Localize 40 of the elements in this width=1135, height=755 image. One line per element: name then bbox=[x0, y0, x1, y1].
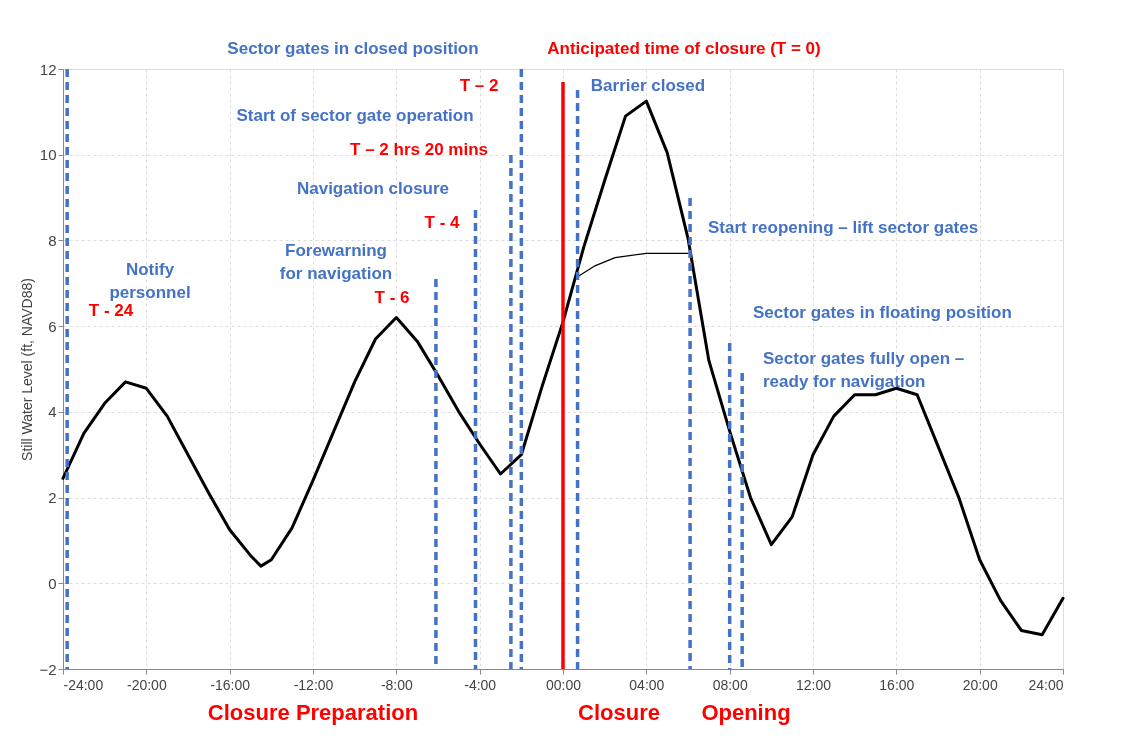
y-tick-label: 4 bbox=[48, 403, 57, 421]
x-tick-label: 04:00 bbox=[629, 676, 665, 693]
y-tick-label: 2 bbox=[48, 489, 57, 507]
x-tick-label: 20:00 bbox=[962, 676, 998, 693]
x-tick-label: -24:00 bbox=[63, 676, 104, 693]
x-tick-label: -4:00 bbox=[464, 676, 497, 693]
x-tick-label: -20:00 bbox=[126, 676, 167, 693]
text: Anticipated time of closure (T = 0) bbox=[547, 39, 821, 58]
text: Closure bbox=[578, 700, 660, 725]
annotation: Sector gates in floating position bbox=[753, 303, 1012, 322]
x-tick-label: -12:00 bbox=[293, 676, 334, 693]
y-axis-title: Still Water Level (ft, NAVD88) bbox=[19, 278, 36, 461]
annotation: Barrier closed bbox=[590, 76, 706, 95]
text: Closure Preparation bbox=[207, 700, 419, 725]
x-tick-label: 16:00 bbox=[879, 676, 915, 693]
annotation: Sector gates fully open – ready for navigation bbox=[763, 349, 965, 391]
annotation: T - 4 bbox=[424, 213, 461, 232]
y-tick-label: 8 bbox=[48, 231, 57, 249]
text: Sector gates in closed position bbox=[227, 39, 479, 58]
text: Opening bbox=[701, 700, 791, 725]
annotation: Navigation closure bbox=[296, 179, 450, 198]
annotation: T - 6 bbox=[374, 288, 410, 307]
annotation: T – 2 bbox=[459, 76, 499, 95]
annotation: T - 24 bbox=[88, 301, 134, 320]
y-tick-label: −2 bbox=[39, 660, 57, 678]
x-tick-label: -8:00 bbox=[380, 676, 413, 693]
x-tick-label: -16:00 bbox=[210, 676, 251, 693]
x-tick-label: 00:00 bbox=[545, 676, 582, 693]
annotation: Forewarning for navigation bbox=[279, 241, 393, 283]
y-tick-label: 6 bbox=[48, 317, 57, 335]
annotation: T – 2 hrs 20 mins bbox=[350, 140, 488, 159]
annotation: Start of sector gate operation bbox=[236, 106, 474, 125]
annotation: Start reopening – lift sector gates bbox=[708, 218, 979, 237]
x-tick-label: 08:00 bbox=[712, 676, 748, 693]
y-tick-label: 0 bbox=[48, 574, 57, 592]
y-tick-label: 12 bbox=[39, 60, 57, 78]
annotation: Notify personnel bbox=[109, 260, 191, 302]
x-tick-label: 12:00 bbox=[795, 676, 832, 693]
x-tick-label: 24:00 bbox=[1028, 676, 1064, 693]
y-tick-label: 10 bbox=[39, 146, 57, 164]
